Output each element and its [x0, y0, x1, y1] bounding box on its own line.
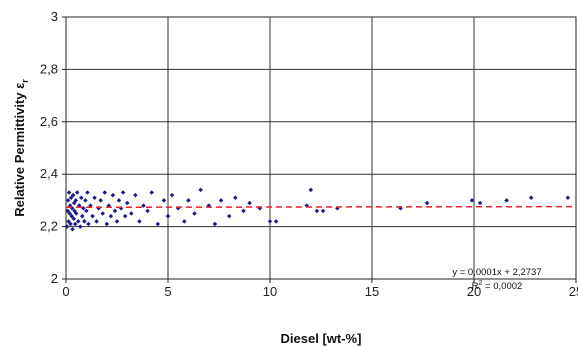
x-tick-label: 10: [263, 284, 277, 299]
data-point: [71, 216, 77, 222]
data-point: [79, 195, 84, 201]
data-point: [90, 213, 95, 219]
data-point: [308, 187, 314, 193]
data-point: [83, 198, 88, 203]
trendline-r-squared: R2 = 0,0002: [472, 280, 523, 292]
data-point: [73, 211, 79, 216]
data-point: [75, 219, 81, 224]
x-tick-label: 20: [467, 284, 481, 299]
data-point: [94, 219, 99, 224]
r-squared-exponent: 2: [479, 280, 483, 287]
y-tick-label: 2,2: [40, 219, 58, 234]
data-point: [114, 219, 120, 224]
data-point: [102, 190, 108, 195]
grid-lines: [66, 17, 576, 279]
y-axis-label-subscript: r: [20, 79, 30, 83]
data-point: [84, 208, 89, 214]
x-axis-ticks: 0 5 10 15 20 25: [62, 279, 578, 299]
data-point: [112, 208, 118, 214]
data-point: [116, 198, 122, 203]
data-point: [65, 208, 70, 214]
y-tick-label: 2,6: [40, 114, 58, 129]
data-point: [74, 190, 80, 195]
data-point: [92, 195, 97, 201]
trendline: [65, 205, 577, 209]
data-point: [469, 198, 475, 203]
data-point: [70, 192, 76, 198]
x-tick-label: 5: [164, 284, 171, 299]
r-squared-value: = 0,0002: [482, 281, 522, 292]
y-tick-label: 2,8: [40, 61, 58, 76]
y-tick-label: 3: [51, 9, 58, 24]
data-point: [65, 198, 71, 203]
data-point: [78, 224, 83, 229]
data-point: [64, 224, 70, 229]
data-point: [66, 219, 71, 224]
data-point: [98, 198, 103, 203]
data-point: [68, 195, 74, 201]
x-tick-label: 25: [569, 284, 578, 299]
x-tick-label: 15: [365, 284, 379, 299]
y-axis-label-main: Relative Permittivity ε: [12, 83, 27, 217]
data-point: [124, 200, 130, 206]
plot-area: [66, 17, 576, 279]
data-point: [69, 213, 74, 219]
plot-border: [65, 16, 577, 280]
x-tick-label: 0: [62, 284, 69, 299]
data-point: [80, 213, 85, 219]
data-point: [70, 226, 75, 232]
x-axis-label: Diesel [wt-%]: [281, 331, 362, 346]
data-point: [504, 198, 509, 203]
data-point: [66, 190, 72, 195]
y-axis-ticks: 2 2,2 2,4 2,6 2,8 3: [40, 9, 66, 286]
data-point: [424, 200, 430, 206]
data-point: [108, 213, 114, 219]
data-point: [82, 219, 87, 224]
data-point: [100, 211, 105, 216]
y-axis-label: Relative Permittivity εr: [12, 79, 30, 217]
data-point: [68, 221, 73, 227]
data-point: [67, 211, 72, 216]
y-tick-label: 2: [51, 271, 58, 286]
data-point: [110, 192, 116, 198]
y-tick-label: 2,4: [40, 166, 58, 181]
data-point: [81, 205, 86, 211]
data-point: [72, 221, 78, 227]
trendline-equation: y = 0,0001x + 2,2737: [452, 267, 541, 278]
r-squared-label: R: [472, 281, 479, 292]
data-point: [73, 198, 79, 203]
data-point: [85, 190, 90, 195]
